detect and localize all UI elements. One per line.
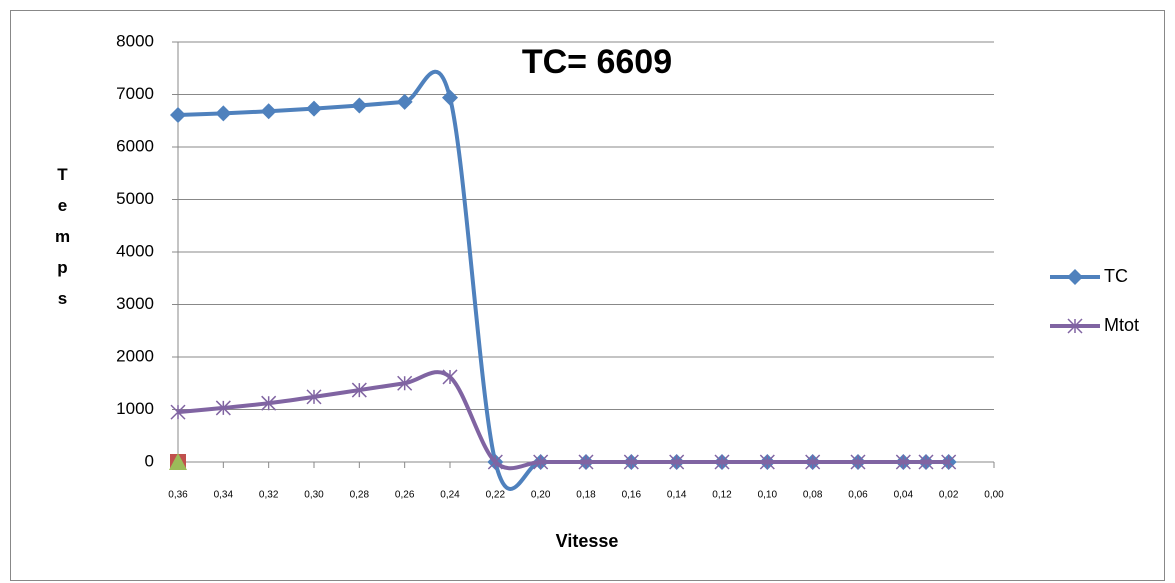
data-point (351, 382, 367, 398)
x-tick-label: 0,12 (712, 490, 732, 501)
data-point (260, 103, 277, 120)
data-point (351, 97, 368, 114)
data-point (170, 404, 186, 420)
x-tick-label: 0,14 (667, 490, 687, 501)
data-point (578, 454, 594, 470)
annotation: TC= 6609 (522, 43, 672, 81)
data-point (396, 93, 413, 110)
chart-border (10, 10, 1165, 581)
x-tick-label: 0,16 (622, 490, 642, 501)
data-point (170, 107, 186, 124)
data-point (533, 454, 549, 470)
data-point (442, 369, 458, 385)
x-tick-label: 0,06 (848, 490, 868, 501)
y-tick-label: 6000 (116, 136, 154, 155)
x-tick-label: 0,04 (894, 490, 914, 501)
x-tick-label: 0,24 (440, 490, 460, 501)
x-tick-label: 0,26 (395, 490, 415, 501)
data-point (759, 454, 775, 470)
x-tick-label: 0,18 (576, 490, 596, 501)
y-tick-label: 4000 (116, 241, 154, 260)
data-point (442, 89, 458, 106)
data-point (714, 454, 730, 470)
x-tick-label: 0,34 (214, 490, 234, 501)
y-tick-label: 1000 (116, 399, 154, 418)
legend-label: Mtot (1104, 315, 1139, 335)
data-point (215, 105, 232, 122)
x-tick-label: 0,10 (758, 490, 778, 501)
data-point (215, 400, 231, 416)
x-tick-label: 0,02 (939, 490, 959, 501)
y-tick-label: 0 (145, 451, 154, 470)
data-point (895, 454, 911, 470)
y-tick-label: 7000 (116, 84, 154, 103)
data-point (169, 453, 187, 470)
data-point (669, 454, 685, 470)
data-point (918, 454, 934, 470)
data-point (397, 375, 413, 391)
data-point (805, 454, 821, 470)
data-point (623, 454, 639, 470)
data-point (306, 389, 322, 405)
x-tick-label: 0,22 (486, 490, 506, 501)
x-tick-label: 0,36 (168, 490, 188, 501)
legend-label: TC (1104, 266, 1128, 286)
x-tick-label: 0,20 (531, 490, 551, 501)
legend-marker (1067, 269, 1083, 285)
data-point (261, 395, 277, 411)
y-tick-label: 3000 (116, 294, 154, 313)
x-tick-label: 0,32 (259, 490, 279, 501)
x-tick-label: 0,00 (984, 490, 1004, 501)
legend-marker (1067, 318, 1083, 334)
x-tick-label: 0,28 (350, 490, 370, 501)
x-tick-label: 0,30 (304, 490, 324, 501)
y-tick-label: 2000 (116, 346, 154, 365)
data-point (941, 454, 957, 470)
x-axis-label: Vitesse (556, 531, 619, 551)
data-point (487, 454, 503, 470)
data-point (850, 454, 866, 470)
y-axis-label: Temps (53, 165, 72, 320)
y-tick-label: 8000 (116, 31, 154, 50)
x-tick-label: 0,08 (803, 490, 823, 501)
data-point (306, 100, 322, 117)
y-tick-label: 5000 (116, 189, 154, 208)
